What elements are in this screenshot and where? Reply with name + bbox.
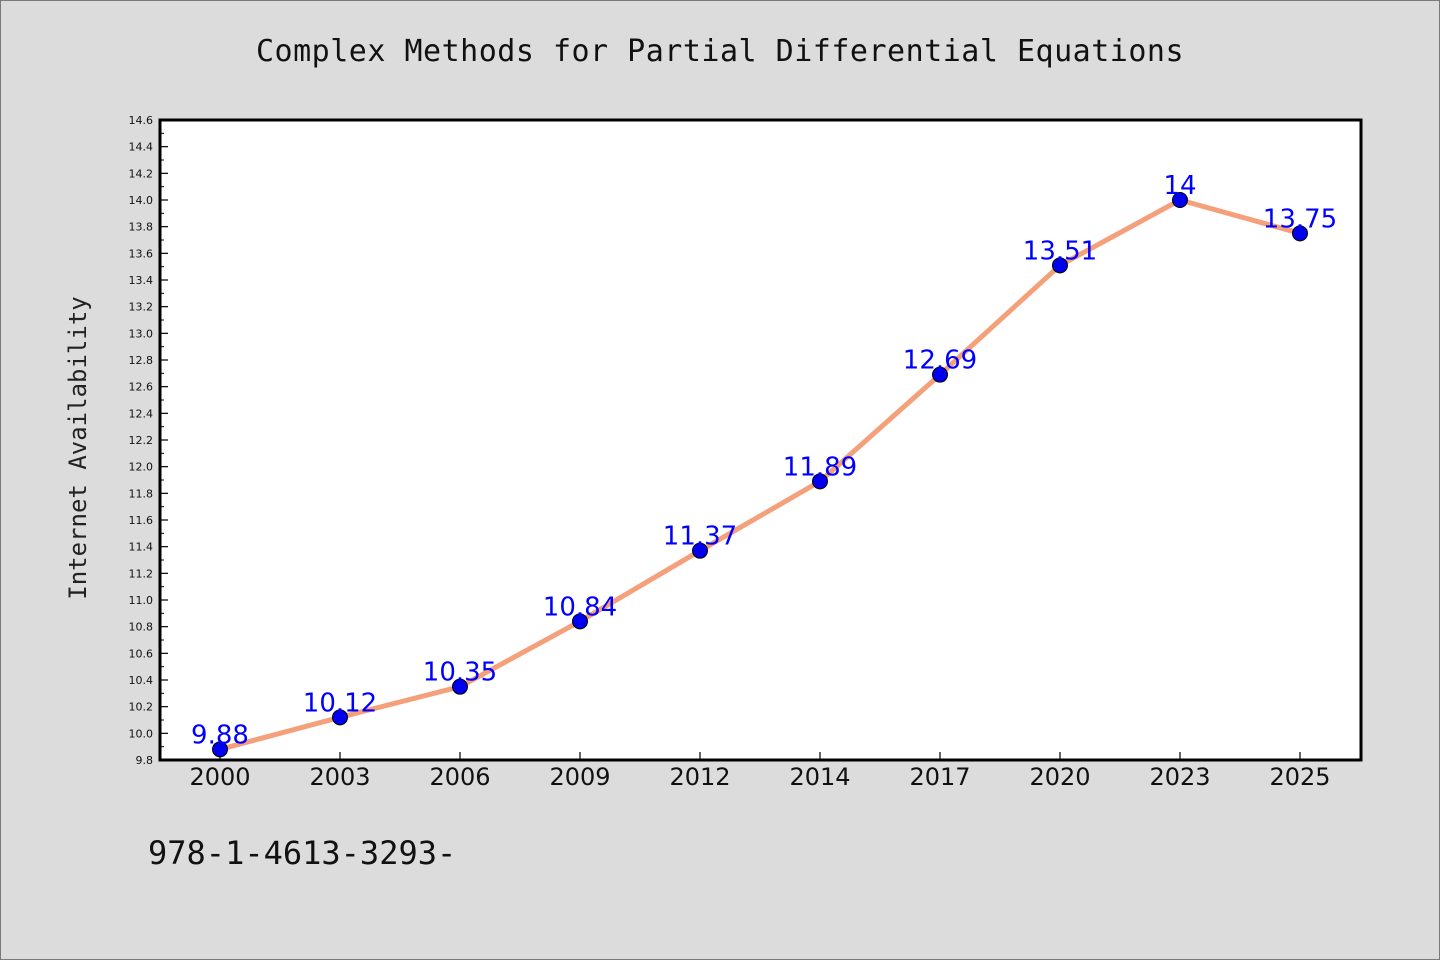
series-polyline [217, 197, 1303, 752]
y-tick-label: 11.2 [129, 567, 154, 580]
data-label: 11.37 [663, 522, 737, 552]
y-tick-label: 13.8 [129, 221, 154, 234]
x-tick-label: 2000 [189, 763, 250, 791]
y-tick-label: 12.0 [129, 461, 154, 474]
x-tick-label: 2025 [1269, 763, 1330, 791]
y-tick-label: 13.2 [129, 301, 154, 314]
data-label: 14 [1163, 171, 1196, 201]
x-tick-label: 2006 [429, 763, 490, 791]
data-point [212, 741, 228, 758]
plot-border [158, 118, 1363, 762]
data-label: 10.12 [303, 688, 377, 718]
y-tick-label: 10.6 [129, 647, 154, 660]
data-point [1052, 257, 1068, 274]
y-tick-label: 10.8 [129, 621, 154, 634]
x-tick-label: 2017 [909, 763, 970, 791]
data-point [572, 613, 588, 630]
y-tick-label: 10.4 [129, 674, 154, 687]
y-tick-label: 14.6 [129, 114, 154, 127]
y-axis: 9.8 10.0 10.2 10.4 10.6 10.8 11.0 11.2 11.4 11.6 1… [129, 114, 168, 767]
data-point [692, 542, 708, 559]
y-tick-label: 13.4 [129, 274, 154, 287]
x-tick-label: 2020 [1029, 763, 1090, 791]
data-point [1172, 192, 1188, 208]
data-point [812, 473, 828, 490]
data-label: 10.35 [423, 658, 497, 688]
y-tick-label: 13.6 [129, 247, 154, 260]
x-tick-label: 2009 [549, 763, 610, 791]
data-label: 9.88 [191, 720, 249, 750]
plot-area [160, 120, 1361, 760]
y-tick-label: 11.6 [129, 514, 154, 527]
data-point [452, 678, 468, 695]
x-axis: 2000 2003 2006 2009 2012 2014 2017 2020 2023 2025 [189, 752, 1331, 791]
y-tick-label: 12.6 [129, 381, 154, 394]
y-tick-label: 12.4 [129, 407, 154, 420]
data-point [932, 366, 948, 383]
data-point [1292, 225, 1308, 242]
footer-isbn-text: 978-1-4613-3293- [148, 834, 457, 872]
y-tick-label: 9.8 [136, 754, 154, 767]
y-tick-label: 14.0 [129, 194, 154, 207]
y-tick-label: 11.4 [129, 541, 154, 554]
y-tick-label: 11.0 [129, 594, 154, 607]
y-tick-label: 14.4 [129, 141, 154, 154]
y-tick-label: 11.8 [129, 487, 154, 500]
chart-title: Complex Methods for Partial Differential… [255, 34, 1185, 69]
y-tick-label: 14.2 [129, 167, 154, 180]
data-label: 13.51 [1023, 236, 1097, 266]
x-tick-label: 2003 [309, 763, 370, 791]
x-tick-label: 2023 [1149, 763, 1210, 791]
data-label: 11.89 [783, 452, 857, 482]
y-tick-label: 10.2 [129, 701, 154, 714]
data-label: 13.75 [1263, 204, 1337, 234]
series-line: 9.88 10.12 10.35 10.84 11.37 11.89 12.69 13.51 1… [191, 171, 1337, 758]
y-tick-label: 12.2 [129, 434, 154, 447]
data-label: 10.84 [543, 592, 617, 622]
data-point [332, 709, 348, 726]
y-tick-label: 10.0 [129, 727, 154, 740]
data-label: 12.69 [903, 346, 977, 376]
x-tick-label: 2012 [669, 763, 730, 791]
y-tick-label: 12.8 [129, 354, 154, 367]
y-tick-label: 13.0 [129, 327, 154, 340]
x-tick-label: 2014 [789, 763, 850, 791]
